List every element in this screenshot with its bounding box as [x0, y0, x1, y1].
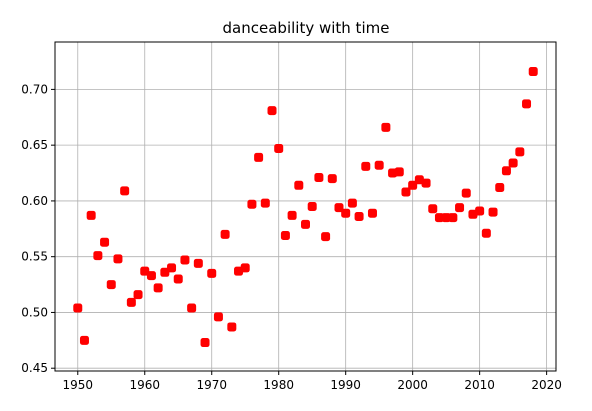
data-point: [321, 232, 331, 242]
data-point: [213, 312, 223, 322]
data-point: [408, 180, 418, 190]
data-point: [254, 152, 264, 162]
data-points: [73, 67, 538, 348]
data-point: [361, 161, 371, 171]
axis-ticks: 1950 1960 1970 1980 1990 2000 2010 2020 0.45 0.50…: [21, 82, 562, 392]
data-point: [220, 229, 230, 239]
x-tick-label: 1960: [129, 378, 160, 392]
data-point: [146, 271, 156, 281]
x-tick-label: 1990: [330, 378, 361, 392]
data-point: [301, 219, 310, 229]
data-point: [79, 335, 89, 345]
data-point: [113, 254, 123, 264]
data-point: [227, 322, 237, 332]
data-point: [126, 297, 136, 307]
y-tick-label: 0.65: [21, 138, 48, 152]
data-point: [106, 280, 116, 290]
data-point: [522, 99, 532, 109]
data-point: [267, 106, 277, 116]
data-point: [167, 263, 177, 273]
y-tick-label: 0.45: [21, 361, 48, 375]
data-point: [501, 166, 511, 176]
y-tick-label: 0.70: [21, 82, 48, 96]
data-point: [193, 258, 203, 268]
data-point: [173, 274, 183, 284]
data-point: [448, 213, 458, 223]
data-point: [180, 255, 190, 265]
data-point: [347, 198, 357, 208]
data-point: [314, 173, 324, 183]
data-point: [100, 237, 110, 247]
data-point: [495, 183, 505, 193]
x-tick-label: 2010: [464, 378, 495, 392]
data-point: [381, 122, 391, 132]
data-point: [508, 158, 518, 168]
x-tick-label: 2000: [397, 378, 428, 392]
data-point: [515, 147, 525, 157]
data-point: [394, 167, 404, 177]
data-point: [120, 186, 130, 196]
data-point: [133, 290, 143, 300]
data-point: [240, 263, 250, 273]
y-tick-label: 0.60: [21, 194, 48, 208]
data-point: [475, 206, 485, 216]
data-point: [481, 228, 491, 238]
data-point: [307, 202, 317, 211]
data-point: [287, 210, 297, 220]
data-point: [401, 187, 411, 197]
data-point: [260, 198, 270, 208]
data-point: [274, 144, 284, 154]
x-tick-label: 1950: [62, 378, 93, 392]
y-tick-label: 0.50: [21, 305, 48, 319]
data-point: [187, 303, 197, 313]
data-point: [280, 230, 290, 240]
grid-lines: [55, 42, 556, 371]
data-point: [528, 67, 538, 77]
data-point: [153, 283, 163, 293]
x-tick-label: 2020: [531, 378, 562, 392]
data-point: [461, 188, 471, 198]
x-tick-label: 1970: [196, 378, 227, 392]
data-point: [421, 178, 431, 188]
data-point: [374, 160, 384, 170]
data-point: [200, 338, 210, 348]
data-point: [341, 208, 351, 218]
data-point: [428, 204, 438, 214]
chart-title: danceability with time: [223, 19, 390, 37]
data-point: [367, 208, 377, 218]
data-point: [86, 210, 96, 220]
data-point: [455, 203, 465, 213]
data-point: [334, 203, 344, 213]
plot-frame: [54, 41, 557, 372]
data-point: [247, 199, 257, 209]
data-point: [93, 251, 103, 261]
data-point: [354, 212, 364, 222]
data-point: [73, 303, 83, 313]
y-tick-label: 0.55: [21, 250, 48, 264]
data-point: [207, 268, 217, 278]
data-point: [294, 180, 304, 190]
x-tick-label: 1980: [263, 378, 294, 392]
data-point: [488, 207, 498, 217]
data-point: [327, 174, 337, 184]
